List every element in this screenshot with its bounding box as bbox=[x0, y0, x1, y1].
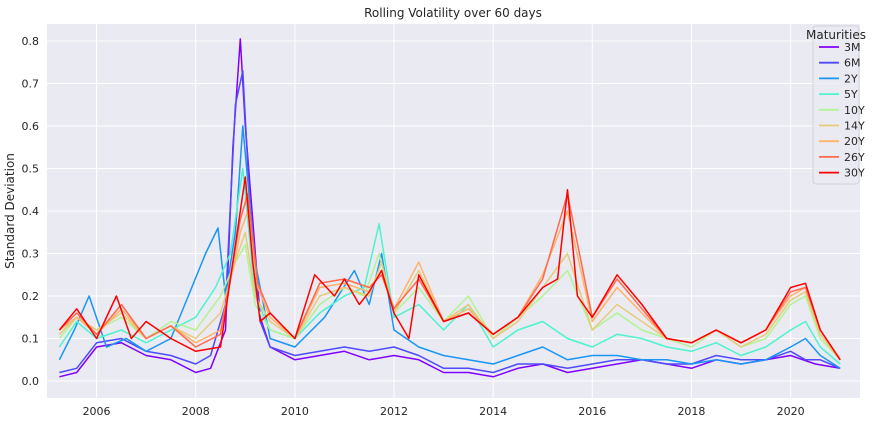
y-tick-label: 0.7 bbox=[22, 78, 40, 91]
legend-label-26y: 26Y bbox=[844, 151, 865, 164]
legend-label-20y: 20Y bbox=[844, 135, 865, 148]
legend-box bbox=[812, 25, 860, 185]
x-tick-label: 2012 bbox=[380, 405, 408, 418]
legend-label-10y: 10Y bbox=[844, 104, 865, 117]
x-axis-ticks: 2006 2008 2010 2012 2014 2016 2018 2020 bbox=[83, 405, 805, 418]
x-tick-label: 2020 bbox=[777, 405, 805, 418]
x-tick-label: 2018 bbox=[677, 405, 705, 418]
y-tick-label: 0.2 bbox=[22, 290, 40, 303]
y-tick-label: 0.1 bbox=[22, 333, 40, 346]
legend-title: Maturities bbox=[806, 28, 866, 42]
y-tick-label: 0.8 bbox=[22, 35, 40, 48]
y-axis-label: Standard Deviation bbox=[3, 153, 17, 269]
y-axis-ticks: 0.0 0.1 0.2 0.3 0.4 0.5 0.6 0.7 0.8 bbox=[22, 35, 40, 388]
y-tick-label: 0.6 bbox=[22, 120, 40, 133]
legend-label-30y: 30Y bbox=[844, 167, 865, 180]
y-tick-label: 0.4 bbox=[22, 205, 40, 218]
x-tick-label: 2006 bbox=[83, 405, 111, 418]
y-tick-label: 0.0 bbox=[22, 375, 40, 388]
series-line-30y bbox=[58, 176, 841, 361]
y-tick-label: 0.3 bbox=[22, 248, 40, 261]
legend-label-2y: 2Y bbox=[844, 72, 858, 85]
x-tick-label: 2008 bbox=[182, 405, 210, 418]
legend-items: 3M 6M 2Y 5Y 10Y 14Y 20Y 26Y 30Y bbox=[819, 41, 865, 180]
x-tick-label: 2014 bbox=[479, 405, 507, 418]
x-tick-label: 2010 bbox=[281, 405, 309, 418]
y-tick-label: 0.5 bbox=[22, 163, 40, 176]
series-line-5y bbox=[58, 167, 841, 365]
x-tick-label: 2016 bbox=[578, 405, 606, 418]
legend: Maturities 3M 6M 2Y 5Y 10Y 14Y 20Y 26Y 30Y bbox=[806, 25, 866, 185]
legend-label-5y: 5Y bbox=[844, 88, 858, 101]
series-lines bbox=[58, 38, 841, 378]
series-line-3m bbox=[59, 38, 841, 378]
series-line-6m bbox=[59, 70, 841, 374]
chart-title: Rolling Volatility over 60 days bbox=[364, 6, 542, 20]
legend-label-6m: 6M bbox=[844, 57, 861, 70]
grid-lines bbox=[47, 24, 860, 398]
legend-label-3m: 3M bbox=[844, 41, 861, 54]
legend-label-14y: 14Y bbox=[844, 120, 865, 133]
